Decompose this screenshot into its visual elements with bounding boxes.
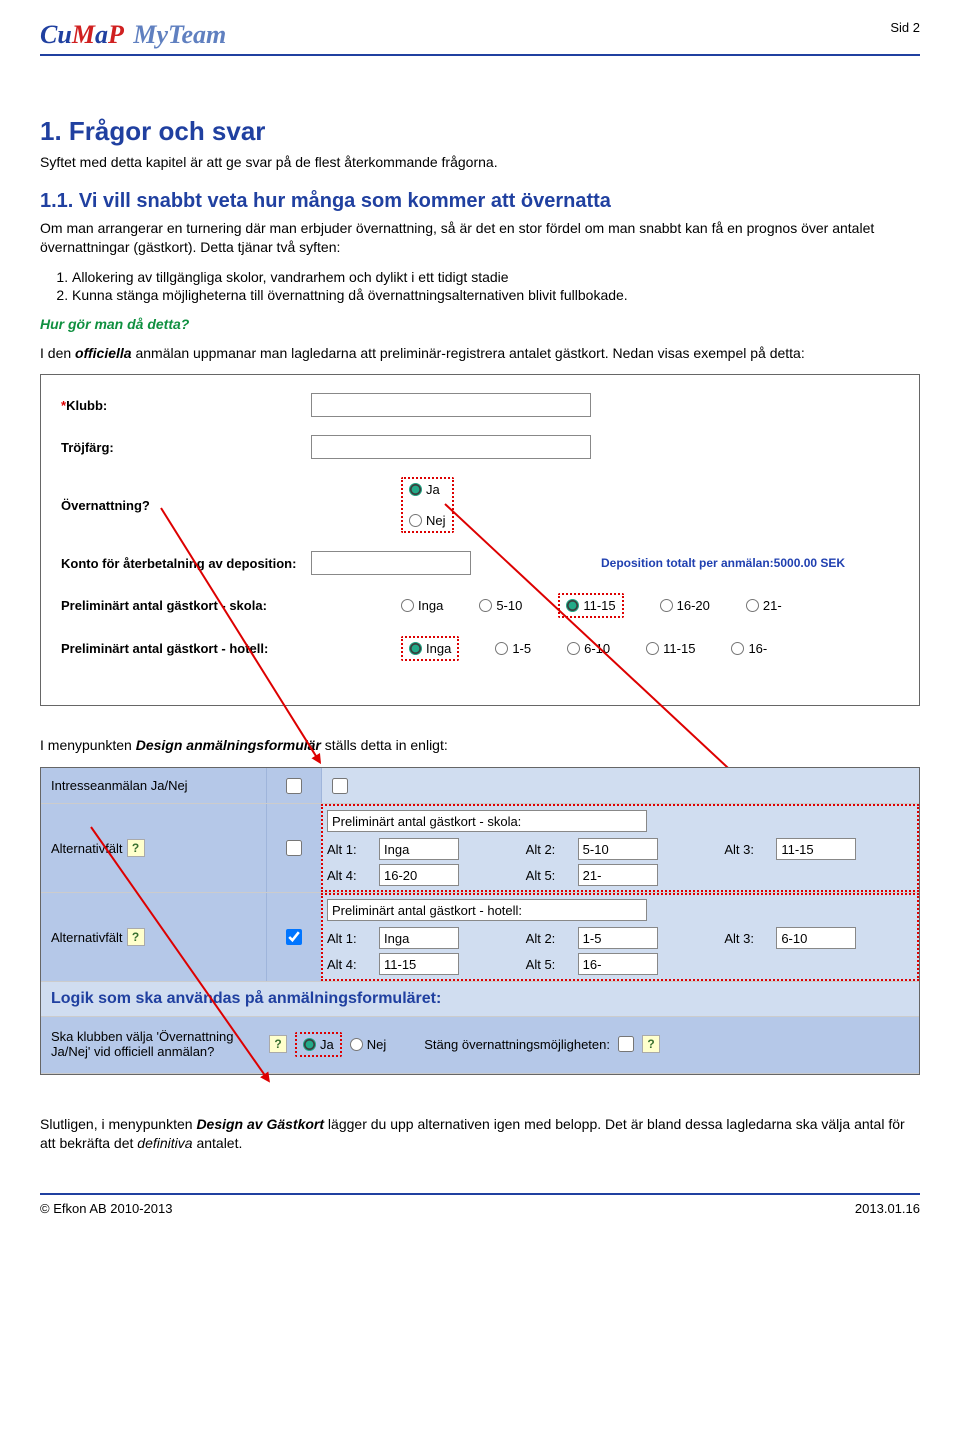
help-icon[interactable]: ?	[642, 1035, 660, 1053]
help-icon[interactable]: ?	[127, 928, 145, 946]
logic-question: Ska klubben välja 'Övernattning Ja/Nej' …	[51, 1029, 261, 1059]
radio-option[interactable]: 21-	[746, 593, 782, 618]
radio-ja[interactable]: Ja	[303, 1037, 334, 1052]
help-icon[interactable]: ?	[269, 1035, 287, 1053]
klubb-input[interactable]	[311, 393, 591, 417]
heading-2: 1.1. Vi vill snabbt veta hur många som k…	[40, 190, 920, 213]
form-example-2: Intresseanmälan Ja/Nej Alternativfält ? …	[40, 767, 920, 1075]
alt-input[interactable]	[776, 927, 856, 949]
altfalt-checkbox[interactable]	[286, 840, 302, 856]
radio-nej[interactable]: Nej	[409, 513, 446, 528]
alt-title-input[interactable]	[327, 810, 647, 832]
radio-option[interactable]: 11-15	[646, 636, 695, 661]
page-footer: © Efkon AB 2010-2013 2013.01.16	[40, 1193, 920, 1216]
logo-part: M	[72, 20, 95, 49]
highlight-box: 11-15	[558, 593, 623, 618]
radio-option[interactable]: Inga	[401, 593, 443, 618]
paragraph: I den officiella anmälan uppmanar man la…	[40, 344, 920, 363]
altfalt-checkbox[interactable]	[286, 929, 302, 945]
alt-title-input[interactable]	[327, 899, 647, 921]
help-icon[interactable]: ?	[127, 839, 145, 857]
klubb-label: *Klubb:	[61, 398, 311, 413]
trojfarg-input[interactable]	[311, 435, 591, 459]
stang-checkbox[interactable]	[618, 1036, 634, 1052]
radio-option[interactable]: 16-20	[660, 593, 710, 618]
logo-part: P	[108, 20, 123, 49]
footer-right: 2013.01.16	[855, 1201, 920, 1216]
logic-row: Ska klubben välja 'Övernattning Ja/Nej' …	[41, 1017, 919, 1074]
alt-input[interactable]	[578, 953, 658, 975]
konto-input[interactable]	[311, 551, 471, 575]
page-header: CuMaP MyTeam Sid 2	[40, 20, 920, 56]
deposition-text: Deposition totalt per anmälan:5000.00 SE…	[601, 556, 845, 570]
skola-label: Preliminärt antal gästkort - skola:	[61, 598, 311, 613]
stang-label: Stäng övernattningsmöjligheten:	[424, 1037, 610, 1052]
intresse-label: Intresseanmälan Ja/Nej	[41, 768, 266, 803]
paragraph: Om man arrangerar en turnering där man e…	[40, 219, 920, 257]
highlight-box: Alt 1: Alt 2: Alt 3: Alt 4: Alt 5:	[321, 804, 919, 892]
altfalt-label: Alternativfält ?	[41, 804, 266, 892]
form-example-1: *Klubb: Tröjfärg: Övernattning? Ja Nej K…	[40, 374, 920, 706]
howto-heading: Hur gör man då detta?	[40, 315, 920, 334]
hotell-label: Preliminärt antal gästkort - hotell:	[61, 641, 311, 656]
paragraph: Slutligen, i menypunkten Design av Gästk…	[40, 1115, 920, 1153]
footer-left: © Efkon AB 2010-2013	[40, 1201, 172, 1216]
alt-input[interactable]	[578, 864, 658, 886]
alt-input[interactable]	[379, 838, 459, 860]
overnattning-label: Övernattning?	[61, 498, 311, 513]
alt-input[interactable]	[379, 953, 459, 975]
radio-option[interactable]: 11-15	[566, 598, 615, 613]
intresse-checkbox[interactable]	[286, 778, 302, 794]
alt-input[interactable]	[578, 927, 658, 949]
page-number: Sid 2	[890, 20, 920, 35]
list-item: Kunna stänga möjligheterna till övernatt…	[72, 287, 920, 303]
alt-input[interactable]	[578, 838, 658, 860]
radio-option[interactable]: 16-	[731, 636, 767, 661]
radio-option[interactable]: Inga	[409, 641, 451, 656]
logo-part: a	[95, 20, 108, 49]
radio-ja[interactable]: Ja	[409, 482, 446, 497]
radio-nej[interactable]: Nej	[350, 1037, 387, 1052]
heading-1: 1. Frågor och svar	[40, 116, 920, 147]
radio-option[interactable]: 1-5	[495, 636, 531, 661]
logo-part: Cu	[40, 20, 72, 49]
intresse-checkbox-2[interactable]	[332, 778, 348, 794]
highlight-box: Alt 1: Alt 2: Alt 3: Alt 4: Alt 5:	[321, 893, 919, 981]
highlight-box: Inga	[401, 636, 459, 661]
intro-text: Syftet med detta kapitel är att ge svar …	[40, 153, 920, 172]
alt-input[interactable]	[379, 864, 459, 886]
alt-input[interactable]	[379, 927, 459, 949]
highlight-box: Ja	[295, 1032, 342, 1057]
radio-option[interactable]: 5-10	[479, 593, 522, 618]
konto-label: Konto för återbetalning av deposition:	[61, 556, 311, 571]
logo-myteam: MyTeam	[133, 20, 226, 49]
logo: CuMaP MyTeam	[40, 20, 226, 50]
numbered-list: Allokering av tillgängliga skolor, vandr…	[72, 269, 920, 303]
list-item: Allokering av tillgängliga skolor, vandr…	[72, 269, 920, 285]
alt-input[interactable]	[776, 838, 856, 860]
logic-section-title: Logik som ska användas på anmälningsform…	[41, 982, 919, 1017]
altfalt-label: Alternativfält ?	[41, 893, 266, 981]
trojfarg-label: Tröjfärg:	[61, 440, 311, 455]
paragraph: I menypunkten Design anmälningsformulär …	[40, 736, 920, 755]
